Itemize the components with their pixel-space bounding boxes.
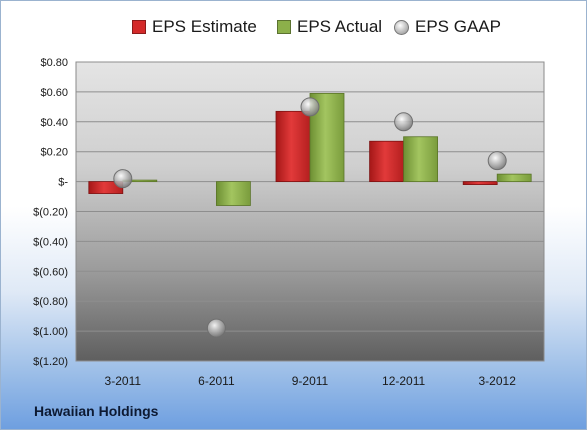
y-tick-label: $(0.80)	[33, 296, 68, 308]
legend-label-eps-estimate: EPS Estimate	[152, 17, 257, 36]
legend-swatch-eps-gaap	[394, 19, 409, 35]
bars	[88, 92, 532, 206]
legend-item-eps-actual: EPS Actual	[277, 17, 382, 37]
y-tick-label: $(0.60)	[33, 266, 68, 278]
legend-label-eps-actual: EPS Actual	[297, 17, 383, 36]
marker-eps-gaap	[206, 318, 226, 338]
bar-eps-actual	[215, 181, 251, 206]
legend-swatch-eps-actual	[277, 20, 291, 34]
y-tick-label: $(1.00)	[33, 326, 68, 338]
bar-eps-estimate	[462, 181, 498, 185]
marker-eps-gaap	[394, 112, 414, 132]
y-tick-label: $(0.20)	[33, 207, 68, 219]
y-tick-label: $0.40	[40, 117, 68, 129]
y-tick-label: $0.60	[40, 87, 68, 99]
legend-item-eps-estimate: EPS Estimate	[132, 17, 257, 37]
x-tick-label: 3-2011	[105, 374, 142, 388]
x-tick-label: 6-2011	[198, 374, 235, 388]
y-tick-label: $0.80	[40, 57, 68, 69]
x-tick-label: 3-2012	[479, 374, 517, 388]
bar-eps-actual	[403, 136, 439, 182]
bar-eps-actual	[496, 173, 532, 182]
y-axis-labels: $0.80 $0.60 $0.40 $0.20 $- $(0.20) $(0.40) $(0.…	[33, 57, 68, 368]
legend-label-eps-gaap: EPS GAAP	[415, 17, 501, 36]
y-tick-label: $(0.40)	[33, 236, 68, 248]
company-name: Hawaiian Holdings	[34, 403, 159, 419]
y-tick-label: $(1.20)	[33, 356, 68, 368]
legend-item-eps-gaap: EPS GAAP	[394, 17, 501, 37]
x-tick-label: 9-2011	[292, 374, 329, 388]
legend-swatch-eps-estimate	[132, 20, 146, 34]
bar-eps-estimate	[369, 140, 405, 183]
x-tick-label: 12-2011	[382, 374, 425, 388]
gaap-markers	[113, 97, 507, 338]
y-tick-label: $0.20	[40, 147, 68, 159]
y-tick-label: $-	[58, 177, 68, 189]
x-axis-labels: 3-2011 6-2011 9-2011 12-2011 3-2012	[105, 374, 517, 388]
marker-eps-gaap	[487, 151, 507, 171]
marker-eps-gaap	[113, 169, 133, 189]
legend: EPS Estimate EPS Actual EPS GAAP	[1, 17, 586, 43]
bar-eps-estimate	[275, 110, 311, 182]
marker-eps-gaap	[300, 97, 320, 117]
